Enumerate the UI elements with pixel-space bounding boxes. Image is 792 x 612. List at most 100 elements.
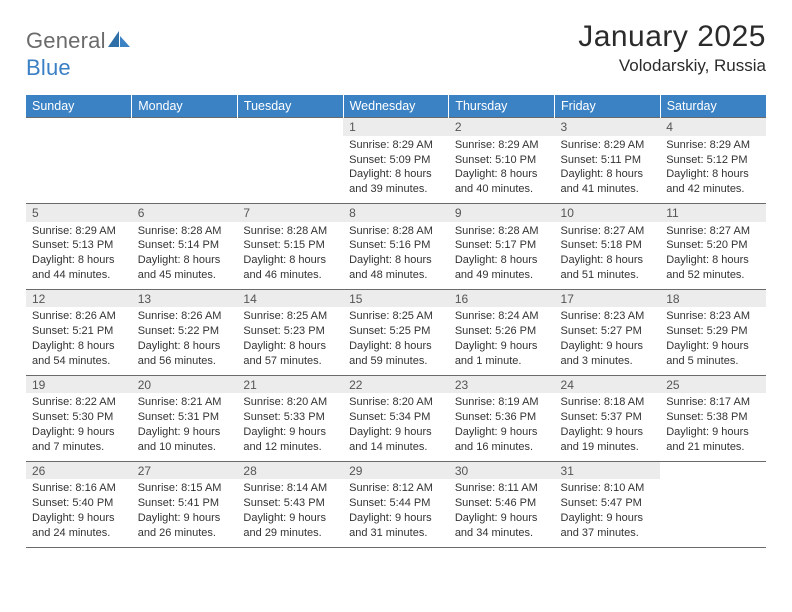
week-data-row: Sunrise: 8:16 AMSunset: 5:40 PMDaylight:… bbox=[26, 479, 766, 547]
day-number-cell: 31 bbox=[555, 461, 661, 479]
sunset-line: Sunset: 5:23 PM bbox=[243, 324, 337, 339]
sunrise-line: Sunrise: 8:28 AM bbox=[349, 224, 443, 239]
logo-word-1: General bbox=[26, 28, 106, 53]
day-number-cell bbox=[660, 461, 766, 479]
day-data-cell: Sunrise: 8:28 AMSunset: 5:15 PMDaylight:… bbox=[237, 222, 343, 290]
daylight-line: Daylight: 9 hours and 16 minutes. bbox=[455, 425, 549, 455]
day-data-cell: Sunrise: 8:28 AMSunset: 5:16 PMDaylight:… bbox=[343, 222, 449, 290]
day-number-cell: 16 bbox=[449, 289, 555, 307]
day-number-cell: 20 bbox=[132, 375, 238, 393]
sunrise-line: Sunrise: 8:20 AM bbox=[243, 395, 337, 410]
week-number-row: 19202122232425 bbox=[26, 375, 766, 393]
sunset-line: Sunset: 5:16 PM bbox=[349, 238, 443, 253]
daylight-line: Daylight: 8 hours and 59 minutes. bbox=[349, 339, 443, 369]
sunrise-line: Sunrise: 8:28 AM bbox=[243, 224, 337, 239]
day-number-cell bbox=[26, 118, 132, 136]
sunrise-line: Sunrise: 8:27 AM bbox=[561, 224, 655, 239]
day-data-cell: Sunrise: 8:23 AMSunset: 5:29 PMDaylight:… bbox=[660, 307, 766, 375]
daylight-line: Daylight: 9 hours and 10 minutes. bbox=[138, 425, 232, 455]
sunrise-line: Sunrise: 8:28 AM bbox=[138, 224, 232, 239]
logo-text: GeneralBlue bbox=[26, 28, 130, 81]
daylight-line: Daylight: 9 hours and 19 minutes. bbox=[561, 425, 655, 455]
sunset-line: Sunset: 5:44 PM bbox=[349, 496, 443, 511]
sunset-line: Sunset: 5:41 PM bbox=[138, 496, 232, 511]
sunrise-line: Sunrise: 8:25 AM bbox=[243, 309, 337, 324]
day-header: Tuesday bbox=[237, 95, 343, 118]
sunrise-line: Sunrise: 8:16 AM bbox=[32, 481, 126, 496]
logo: GeneralBlue bbox=[26, 28, 130, 81]
day-data-cell: Sunrise: 8:23 AMSunset: 5:27 PMDaylight:… bbox=[555, 307, 661, 375]
location-label: Volodarskiy, Russia bbox=[578, 56, 766, 76]
day-data-cell: Sunrise: 8:20 AMSunset: 5:34 PMDaylight:… bbox=[343, 393, 449, 461]
day-header-row: Sunday Monday Tuesday Wednesday Thursday… bbox=[26, 95, 766, 118]
sunrise-line: Sunrise: 8:10 AM bbox=[561, 481, 655, 496]
day-header: Saturday bbox=[660, 95, 766, 118]
daylight-line: Daylight: 9 hours and 5 minutes. bbox=[666, 339, 760, 369]
sunset-line: Sunset: 5:14 PM bbox=[138, 238, 232, 253]
daylight-line: Daylight: 9 hours and 37 minutes. bbox=[561, 511, 655, 541]
sunset-line: Sunset: 5:25 PM bbox=[349, 324, 443, 339]
day-number-cell: 18 bbox=[660, 289, 766, 307]
day-number-cell: 30 bbox=[449, 461, 555, 479]
sunset-line: Sunset: 5:36 PM bbox=[455, 410, 549, 425]
sunrise-line: Sunrise: 8:29 AM bbox=[455, 138, 549, 153]
sunrise-line: Sunrise: 8:29 AM bbox=[32, 224, 126, 239]
sunset-line: Sunset: 5:22 PM bbox=[138, 324, 232, 339]
day-data-cell: Sunrise: 8:27 AMSunset: 5:18 PMDaylight:… bbox=[555, 222, 661, 290]
daylight-line: Daylight: 9 hours and 3 minutes. bbox=[561, 339, 655, 369]
day-data-cell: Sunrise: 8:25 AMSunset: 5:23 PMDaylight:… bbox=[237, 307, 343, 375]
day-number-cell: 24 bbox=[555, 375, 661, 393]
day-number-cell: 19 bbox=[26, 375, 132, 393]
day-data-cell bbox=[237, 136, 343, 204]
week-data-row: Sunrise: 8:29 AMSunset: 5:09 PMDaylight:… bbox=[26, 136, 766, 204]
day-number-cell: 8 bbox=[343, 204, 449, 222]
day-number-cell: 1 bbox=[343, 118, 449, 136]
calendar-page: GeneralBlue January 2025 Volodarskiy, Ru… bbox=[0, 0, 792, 568]
sunrise-line: Sunrise: 8:17 AM bbox=[666, 395, 760, 410]
daylight-line: Daylight: 8 hours and 40 minutes. bbox=[455, 167, 549, 197]
sunset-line: Sunset: 5:43 PM bbox=[243, 496, 337, 511]
daylight-line: Daylight: 8 hours and 49 minutes. bbox=[455, 253, 549, 283]
sail-icon bbox=[108, 29, 130, 55]
page-header: GeneralBlue January 2025 Volodarskiy, Ru… bbox=[26, 20, 766, 81]
day-data-cell: Sunrise: 8:19 AMSunset: 5:36 PMDaylight:… bbox=[449, 393, 555, 461]
sunset-line: Sunset: 5:21 PM bbox=[32, 324, 126, 339]
day-number-cell: 14 bbox=[237, 289, 343, 307]
day-data-cell: Sunrise: 8:28 AMSunset: 5:14 PMDaylight:… bbox=[132, 222, 238, 290]
day-number-cell: 6 bbox=[132, 204, 238, 222]
sunset-line: Sunset: 5:47 PM bbox=[561, 496, 655, 511]
day-number-cell bbox=[132, 118, 238, 136]
daylight-line: Daylight: 8 hours and 45 minutes. bbox=[138, 253, 232, 283]
sunrise-line: Sunrise: 8:26 AM bbox=[32, 309, 126, 324]
sunrise-line: Sunrise: 8:11 AM bbox=[455, 481, 549, 496]
sunrise-line: Sunrise: 8:23 AM bbox=[561, 309, 655, 324]
week-number-row: 567891011 bbox=[26, 204, 766, 222]
day-header: Thursday bbox=[449, 95, 555, 118]
day-number-cell: 21 bbox=[237, 375, 343, 393]
sunrise-line: Sunrise: 8:29 AM bbox=[349, 138, 443, 153]
daylight-line: Daylight: 9 hours and 7 minutes. bbox=[32, 425, 126, 455]
week-number-row: 262728293031 bbox=[26, 461, 766, 479]
sunrise-line: Sunrise: 8:21 AM bbox=[138, 395, 232, 410]
sunset-line: Sunset: 5:20 PM bbox=[666, 238, 760, 253]
calendar-body: 1234Sunrise: 8:29 AMSunset: 5:09 PMDayli… bbox=[26, 118, 766, 547]
sunset-line: Sunset: 5:10 PM bbox=[455, 153, 549, 168]
day-data-cell: Sunrise: 8:20 AMSunset: 5:33 PMDaylight:… bbox=[237, 393, 343, 461]
sunset-line: Sunset: 5:12 PM bbox=[666, 153, 760, 168]
day-data-cell: Sunrise: 8:25 AMSunset: 5:25 PMDaylight:… bbox=[343, 307, 449, 375]
week-data-row: Sunrise: 8:26 AMSunset: 5:21 PM Daylight:… bbox=[26, 307, 766, 375]
daylight-line: Daylight: 9 hours and 1 minute. bbox=[455, 339, 549, 369]
day-number-cell: 13 bbox=[132, 289, 238, 307]
sunrise-line: Sunrise: 8:25 AM bbox=[349, 309, 443, 324]
day-data-cell: Sunrise: 8:18 AMSunset: 5:37 PMDaylight:… bbox=[555, 393, 661, 461]
day-data-cell: Sunrise: 8:27 AMSunset: 5:20 PMDaylight:… bbox=[660, 222, 766, 290]
day-data-cell: Sunrise: 8:29 AMSunset: 5:13 PMDaylight:… bbox=[26, 222, 132, 290]
sunrise-line: Sunrise: 8:14 AM bbox=[243, 481, 337, 496]
sunrise-line: Sunrise: 8:23 AM bbox=[666, 309, 760, 324]
sunrise-line: Sunrise: 8:29 AM bbox=[561, 138, 655, 153]
day-data-cell: Sunrise: 8:29 AMSunset: 5:11 PMDaylight:… bbox=[555, 136, 661, 204]
day-number-cell: 27 bbox=[132, 461, 238, 479]
daylight-line: Daylight: 8 hours and 41 minutes. bbox=[561, 167, 655, 197]
day-data-cell bbox=[660, 479, 766, 547]
sunset-line: Sunset: 5:13 PM bbox=[32, 238, 126, 253]
